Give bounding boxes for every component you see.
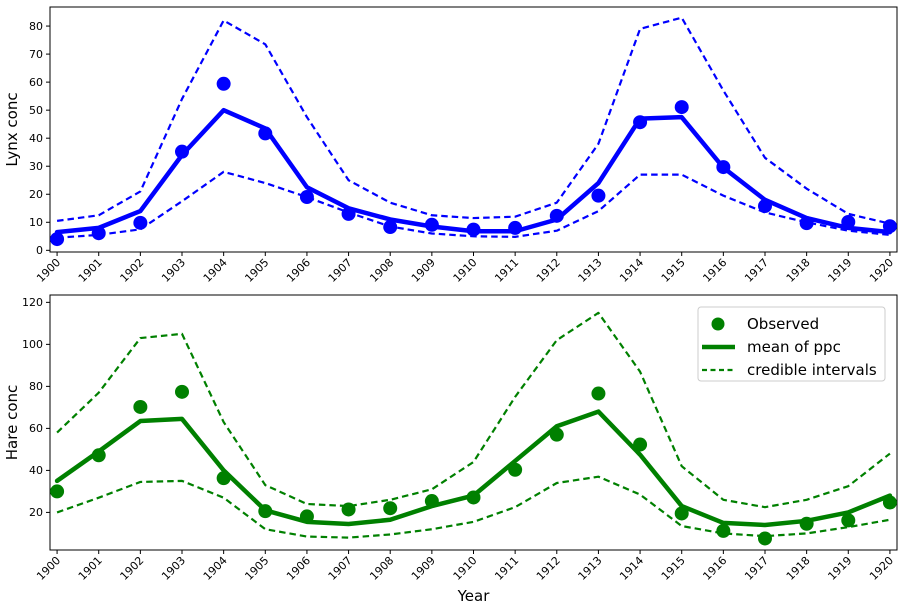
observed-point (757, 199, 772, 214)
credible-interval-upper-line (56, 16, 891, 225)
y-tick-label: 60 (29, 422, 43, 435)
observed-point (466, 490, 481, 505)
observed-point (383, 220, 398, 235)
observed-point (383, 501, 398, 516)
observed-point (757, 531, 772, 546)
x-axis-label: Year (457, 587, 491, 605)
observed-point (549, 427, 564, 442)
observed-point (674, 506, 689, 521)
legend: Observed mean of ppc credible intervals (697, 306, 886, 382)
observed-point (882, 219, 897, 234)
y-tick-label: 40 (29, 132, 43, 145)
observed-point (133, 215, 148, 230)
y-tick-label: 120 (22, 296, 43, 309)
observed-points (50, 76, 897, 247)
observed-point (674, 100, 689, 115)
observed-point (466, 222, 481, 237)
y-tick-label: 50 (29, 104, 43, 117)
observed-point (716, 523, 731, 538)
observed-point (424, 494, 439, 509)
observed-point (716, 160, 731, 175)
legend-box (697, 306, 886, 382)
observed-point (508, 220, 523, 235)
observed-point (216, 471, 231, 486)
observed-point (841, 513, 856, 528)
y-tick-label: 70 (29, 48, 43, 61)
observed-point (133, 399, 148, 414)
legend-entry-label: mean of ppc (747, 338, 841, 356)
observed-point (591, 386, 606, 401)
observed-point (50, 232, 65, 247)
observed-point (50, 484, 65, 499)
observed-point (591, 188, 606, 203)
observed-point (424, 217, 439, 232)
y-axis-label: Hare conc (3, 385, 21, 460)
y-tick-label: 20 (29, 506, 43, 519)
y-tick-label: 30 (29, 160, 43, 173)
observed-point (799, 216, 814, 231)
observed-point (175, 384, 190, 399)
observed-point (841, 215, 856, 230)
observed-point (633, 115, 648, 130)
credible-interval-lower-line (56, 475, 891, 539)
y-tick-label: 0 (36, 244, 43, 257)
legend-entry-label: Observed (747, 315, 819, 333)
y-tick-label: 40 (29, 464, 43, 477)
observed-point (882, 495, 897, 510)
observed-point (799, 516, 814, 531)
observed-point (216, 76, 231, 91)
y-tick-label: 80 (29, 380, 43, 393)
credible-interval-upper-line (56, 311, 891, 509)
observed-point (508, 462, 523, 477)
y-tick-label: 80 (29, 20, 43, 33)
observed-point (91, 448, 106, 463)
legend-entry-label: credible intervals (747, 361, 877, 379)
legend-observed-dot-icon (711, 317, 725, 331)
observed-point (299, 509, 314, 524)
observed-point (633, 437, 648, 452)
y-tick-label: 10 (29, 216, 43, 229)
observed-point (299, 190, 314, 205)
y-tick-label: 20 (29, 188, 43, 201)
observed-point (175, 144, 190, 159)
observed-point (91, 226, 106, 241)
observed-point (258, 126, 273, 141)
observed-points (50, 384, 897, 546)
y-axis-ticks: 20 40 60 80 100 120 (22, 296, 50, 519)
y-axis-ticks: 0 10 20 30 40 50 60 70 80 (29, 20, 50, 257)
observed-point (549, 208, 564, 223)
y-axis-label: Lynx conc (3, 92, 21, 166)
y-tick-label: 100 (22, 338, 43, 351)
observed-point (258, 504, 273, 519)
observed-point (341, 502, 356, 517)
y-tick-label: 60 (29, 76, 43, 89)
observed-point (341, 206, 356, 221)
